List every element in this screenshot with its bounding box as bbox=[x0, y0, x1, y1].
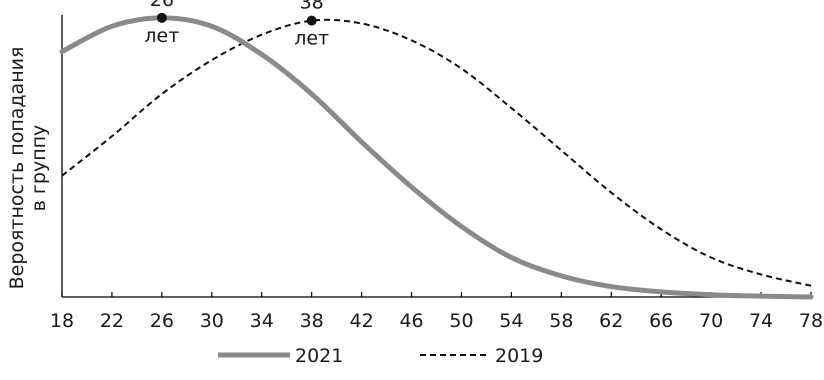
series-lines bbox=[59, 15, 814, 300]
x-tick-label: 66 bbox=[649, 310, 673, 332]
x-tick-label: 78 bbox=[799, 310, 823, 332]
x-tick-label: 62 bbox=[599, 310, 623, 332]
x-tick-label: 34 bbox=[250, 310, 274, 332]
peak-marker-2019 bbox=[306, 15, 317, 26]
series-line-2019 bbox=[61, 18, 812, 287]
x-tick-label: 42 bbox=[350, 310, 374, 332]
legend-label-2019: 2019 bbox=[495, 345, 543, 367]
peak-value-label: 38 bbox=[300, 0, 324, 14]
legend-label-2021: 2021 bbox=[295, 345, 343, 367]
x-tick-label: 58 bbox=[549, 310, 573, 332]
x-tick-label: 22 bbox=[100, 310, 124, 332]
x-tick-label: 30 bbox=[200, 310, 224, 332]
peak-unit-label: лет bbox=[144, 25, 179, 47]
x-tick-label: 18 bbox=[50, 310, 74, 332]
peak-marker-2021 bbox=[156, 12, 167, 23]
x-tick-label: 26 bbox=[150, 310, 174, 332]
x-tick-label: 50 bbox=[449, 310, 473, 332]
x-tick-label: 74 bbox=[749, 310, 773, 332]
legend: 2021 2019 bbox=[218, 345, 543, 367]
peak-unit-label: лет bbox=[294, 28, 329, 50]
x-tick-label: 46 bbox=[399, 310, 423, 332]
y-axis-label-line-1: Вероятность попадания bbox=[6, 47, 28, 290]
x-tick-label: 54 bbox=[499, 310, 523, 332]
y-axis-label: Вероятность попадания в группу bbox=[6, 47, 50, 290]
axes bbox=[61, 15, 811, 298]
series-line-2021 bbox=[59, 15, 814, 300]
x-tick-label: 70 bbox=[699, 310, 723, 332]
x-axis-ticks: 18 22 26 30 34 38 42 46 50 54 58 62 66 70 74 78 bbox=[50, 292, 823, 332]
y-axis-label-line-2: в группу bbox=[28, 125, 50, 212]
peak-value-label: 26 bbox=[150, 0, 174, 11]
x-tick-label: 38 bbox=[300, 310, 324, 332]
peak-annotations: 26 лет 38 лет bbox=[144, 0, 329, 50]
